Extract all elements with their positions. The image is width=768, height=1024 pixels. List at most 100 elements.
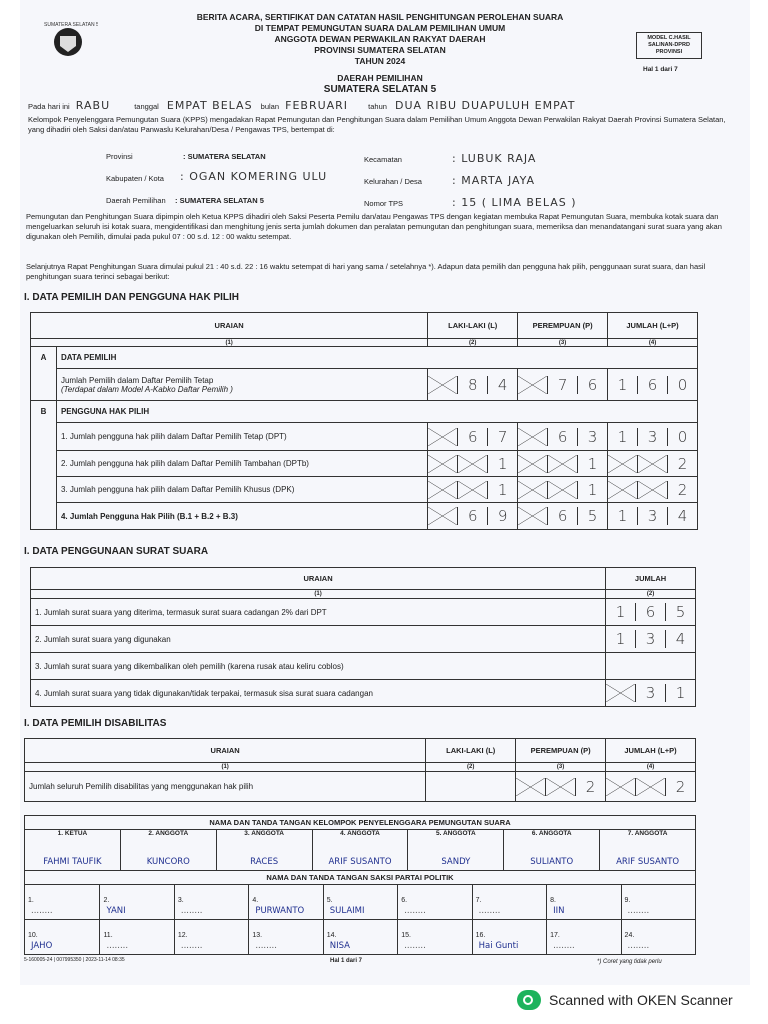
col-num: (1): [29, 589, 607, 599]
saksi-cell: 7.........: [471, 885, 546, 919]
tanggal-value: EMPAT BELAS: [166, 99, 253, 112]
member-role: 6. ANGGOTA: [531, 830, 572, 837]
saksi-cell: 4. PURWANTO: [248, 885, 322, 919]
hari-value: RABU: [75, 99, 111, 112]
scanner-label: Scanned with OKEN Scanner: [549, 992, 733, 1008]
saksi-cell: 24.........: [620, 919, 695, 954]
col-uraian: URAIAN: [29, 312, 429, 339]
digit-cell: 1: [487, 480, 517, 499]
col-num: (2): [427, 338, 519, 347]
disabilitas-jumlah[interactable]: 2: [605, 771, 696, 802]
digit-cell: 1: [615, 603, 626, 621]
provinsi-label: Provinsi: [106, 152, 133, 161]
crossed-digit-cell: [608, 454, 638, 473]
kpps-member: 3. ANGGOTA RACES: [215, 830, 312, 870]
kabupaten-value: : OGAN KOMERING ULU: [180, 170, 328, 183]
saksi-number: 17.: [550, 932, 560, 939]
crossed-digit-cell: [457, 480, 488, 499]
saksi-cell: 9.........: [620, 885, 695, 919]
model-line: PROVINSI: [655, 49, 683, 55]
dapil-title: SUMATERA SELATAN 5: [323, 84, 437, 95]
tanggal-label: tanggal: [134, 102, 159, 111]
disabilitas-laki[interactable]: [425, 771, 517, 802]
digit-cell: 6: [547, 427, 577, 446]
digit-cell: 3: [635, 684, 665, 702]
digit-cell: 6: [457, 427, 487, 446]
kpps-signatures: 1. KETUA FAHMI TAUFIK 2. ANGGOTA KUNCORO 3. …: [25, 830, 695, 871]
saksi-number: 8.: [550, 897, 556, 904]
footer-code: 5-160005-24 | 007995350 | 2023-11-14 08:…: [24, 957, 125, 963]
digit-cell: 1: [617, 375, 628, 394]
digit-group: 1: [428, 480, 517, 499]
b2-perempuan[interactable]: 1: [517, 450, 609, 477]
saksi-name: ........: [180, 906, 203, 916]
digit-cell: 8: [457, 375, 487, 394]
hari-label: Pada hari ini: [28, 102, 70, 111]
col-num: (4): [605, 762, 696, 772]
b3-perempuan[interactable]: 1: [517, 476, 609, 503]
saksi-name: ........: [255, 941, 277, 951]
crossed-digit-cell: [518, 375, 548, 394]
header-line: BERITA ACARA, SERTIFIKAT DAN CATATAN HAS…: [196, 12, 564, 22]
member-role: 2. ANGGOTA: [148, 830, 189, 837]
b3-jumlah[interactable]: 2: [607, 476, 698, 503]
kpps-title: NAMA DAN TANDA TANGAN KELOMPOK PENYELENG…: [25, 816, 695, 830]
crossed-digit-cell: [635, 777, 666, 796]
kpps-member: 7. ANGGOTA ARIF SUSANTO: [599, 830, 695, 870]
disabilitas-perempuan[interactable]: 2: [515, 771, 607, 802]
row-label: Jumlah Pemilih dalam Daftar Pemilih Teta…: [60, 375, 214, 385]
oken-scanner-logo-icon: [517, 990, 541, 1010]
header-line: DI TEMPAT PEMUNGUTAN SUARA DALAM PEMILIH…: [254, 23, 506, 33]
digit-cell: 3: [637, 427, 667, 446]
crossed-digit-cell: [547, 480, 578, 499]
digit-cell: 2: [665, 777, 695, 796]
digit-group: 1: [428, 454, 517, 473]
intro-text: Kelompok Penyelenggara Pemungutan Suara …: [28, 115, 726, 134]
b2-laki[interactable]: 1: [427, 450, 519, 477]
surat-dikembalikan[interactable]: [605, 652, 696, 680]
b3-laki[interactable]: 1: [427, 476, 519, 503]
saksi-name: SULAIMI: [329, 906, 365, 916]
col-num: (3): [515, 762, 607, 772]
saksi-cell: 3.........: [173, 885, 248, 919]
saksi-cell: 2. YANI: [99, 885, 173, 919]
member-name: ARIF SUSANTO: [328, 857, 392, 867]
member-role: 3. ANGGOTA: [244, 830, 285, 837]
b2-jumlah[interactable]: 2: [607, 450, 698, 477]
kpu-logo: SUMATERA SELATAN 5: [38, 14, 99, 70]
header-line: PROVINSI SUMATERA SELATAN: [314, 45, 446, 55]
col-num: (2): [605, 589, 696, 599]
digit-cell: 5: [665, 603, 695, 621]
document-header: BERITA ACARA, SERTIFIKAT DAN CATATAN HAS…: [120, 12, 640, 95]
saksi-name: ........: [404, 941, 426, 951]
saksi-cell: 14. NISA: [322, 919, 398, 954]
saksi-number: 1.: [28, 897, 34, 904]
member-name: FAHMI TAUFIK: [43, 857, 102, 867]
saksi-name: PURWANTO: [255, 906, 305, 916]
row-label: 1. Jumlah pengguna hak pilih dalam Dafta…: [55, 422, 429, 451]
page-number: Hal 1 dari 7: [643, 66, 678, 73]
saksi-name: ........: [553, 941, 575, 951]
member-name: RACES: [250, 857, 279, 867]
saksi-name: ........: [627, 941, 650, 951]
crossed-digit-cell: [545, 777, 576, 796]
bulan-label: bulan: [260, 102, 280, 111]
col-laki: LAKI-LAKI (L): [427, 312, 519, 339]
paragraph-pemungutan: Pemungutan dan Penghitungan Suara dipimp…: [26, 212, 722, 241]
desa-label: Kelurahan / Desa: [364, 177, 422, 186]
section-2-title: I. DATA PENGGUNAAN SURAT SUARA: [24, 546, 209, 557]
